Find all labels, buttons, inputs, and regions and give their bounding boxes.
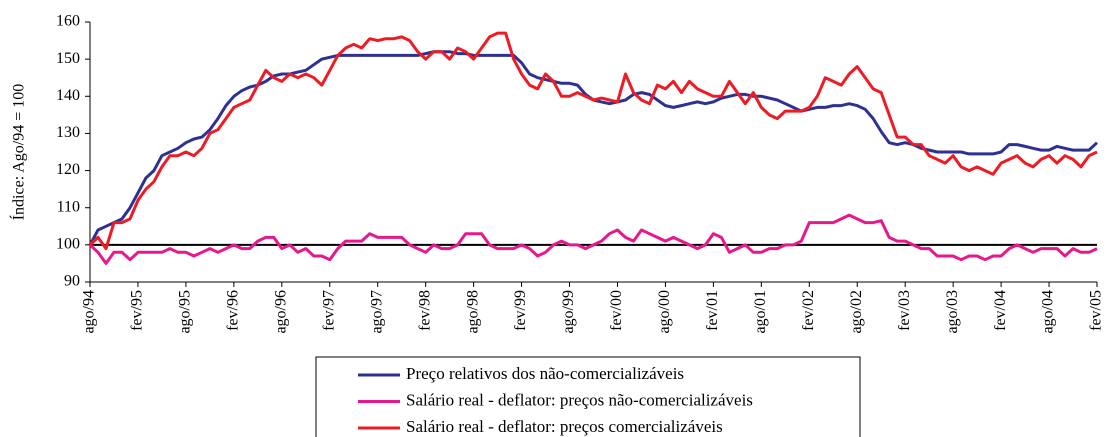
x-tick-label: fev/97: [320, 290, 337, 331]
y-tick-label: 100: [56, 236, 80, 253]
y-tick-label: 160: [56, 13, 80, 30]
x-tick-label: ago/99: [560, 290, 577, 334]
y-tick-label: 140: [56, 87, 80, 104]
series-line: [88, 31, 1098, 251]
x-tick-label: ago/00: [656, 290, 673, 334]
x-tick-label: ago/94: [81, 290, 98, 334]
x-tick-label: ago/01: [752, 290, 769, 334]
legend-box: [315, 356, 861, 437]
series-line: [88, 50, 1099, 246]
x-tick-label: fev/00: [608, 290, 625, 331]
legend-label: Salário real - deflator: preços comercia…: [406, 417, 723, 436]
y-tick-label: 130: [56, 124, 80, 141]
x-tick-label: ago/97: [368, 290, 385, 334]
y-tick-label: 150: [56, 50, 80, 67]
y-axis-label: Índice: Ago/94 = 100: [9, 84, 28, 221]
x-tick-label: ago/04: [1040, 290, 1057, 334]
x-tick-label: ago/95: [177, 290, 194, 334]
x-tick-label: ago/03: [944, 290, 961, 334]
y-tick-label: 90: [64, 273, 80, 290]
x-tick-label: ago/96: [272, 290, 289, 334]
x-tick-label: fev/03: [896, 290, 913, 331]
y-tick-label: 110: [57, 198, 80, 215]
legend-label: Salário real - deflator: preços não-come…: [406, 390, 753, 409]
x-tick-label: fev/01: [704, 290, 721, 331]
x-tick-label: fev/05: [1088, 290, 1105, 331]
x-tick-label: fev/99: [512, 290, 529, 331]
x-tick-label: ago/98: [464, 290, 481, 334]
x-tick-label: fev/02: [800, 290, 817, 331]
x-tick-label: ago/02: [848, 290, 865, 334]
series-line: [88, 213, 1098, 265]
y-tick-label: 120: [56, 161, 80, 178]
x-tick-label: fev/98: [416, 290, 433, 331]
legend-label: Preço relativos dos não-comercializáveis: [406, 364, 684, 383]
x-tick-label: fev/04: [992, 290, 1009, 331]
x-tick-label: fev/96: [225, 290, 242, 331]
x-tick-label: fev/95: [129, 290, 146, 331]
